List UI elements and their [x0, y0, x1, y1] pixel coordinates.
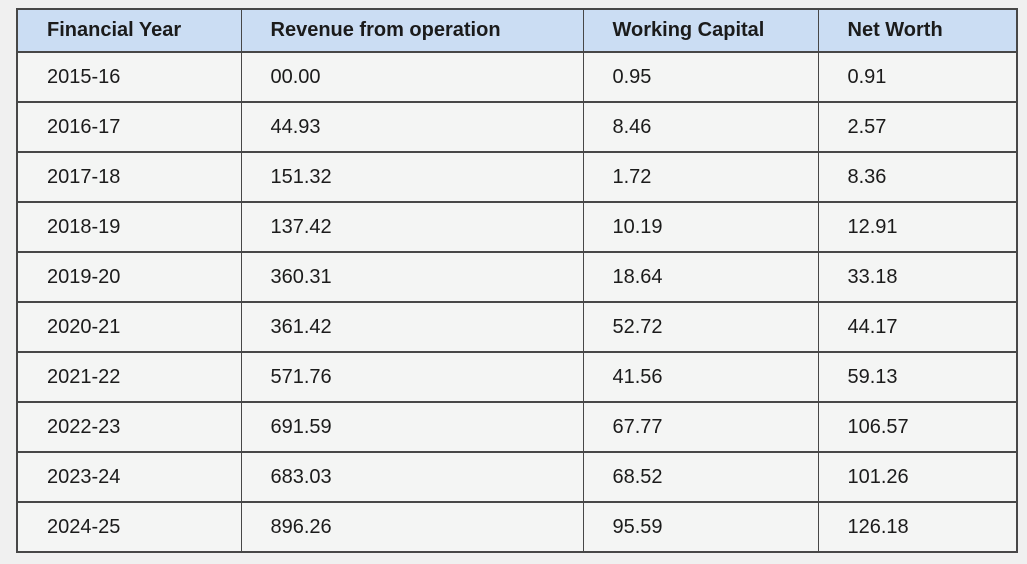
cell-year: 2017-18: [16, 151, 242, 203]
cell-year: 2021-22: [16, 351, 242, 403]
column-header-net-worth: Net Worth: [817, 8, 1018, 53]
cell-revenue-from-operation: 360.31: [240, 251, 584, 303]
cell-net-worth: 106.57: [817, 401, 1018, 453]
cell-net-worth: 12.91: [817, 201, 1018, 253]
cell-working-capital: 1.72: [582, 151, 819, 203]
cell-year: 2024-25: [16, 501, 242, 553]
cell-revenue-from-operation: 691.59: [240, 401, 584, 453]
cell-revenue-from-operation: 683.03: [240, 451, 584, 503]
cell-working-capital: 0.95: [582, 51, 819, 103]
table-header-row: Financial Year Revenue from operation Work…: [16, 8, 1018, 53]
cell-working-capital: 68.52: [582, 451, 819, 503]
cell-working-capital: 18.64: [582, 251, 819, 303]
cell-net-worth: 101.26: [817, 451, 1018, 503]
cell-year: 2020-21: [16, 301, 242, 353]
cell-year: 2023-24: [16, 451, 242, 503]
cell-working-capital: 52.72: [582, 301, 819, 353]
table-row: 2023-24 683.03 68.52 101.26: [16, 451, 1018, 503]
cell-year: 2016-17: [16, 101, 242, 153]
column-header-working-capital: Working Capital: [582, 8, 819, 53]
cell-year: 2019-20: [16, 251, 242, 303]
cell-net-worth: 0.91: [817, 51, 1018, 103]
cell-working-capital: 41.56: [582, 351, 819, 403]
cell-working-capital: 67.77: [582, 401, 819, 453]
table-row: 2015-16 00.00 0.95 0.91: [16, 51, 1018, 103]
cell-revenue-from-operation: 00.00: [240, 51, 584, 103]
cell-net-worth: 8.36: [817, 151, 1018, 203]
cell-revenue-from-operation: 44.93: [240, 101, 584, 153]
cell-net-worth: 59.13: [817, 351, 1018, 403]
cell-net-worth: 2.57: [817, 101, 1018, 153]
table-row: 2018-19 137.42 10.19 12.91: [16, 201, 1018, 253]
cell-working-capital: 95.59: [582, 501, 819, 553]
column-header-revenue-from-operation: Revenue from operation: [240, 8, 584, 53]
table-row: 2022-23 691.59 67.77 106.57: [16, 401, 1018, 453]
cell-revenue-from-operation: 896.26: [240, 501, 584, 553]
cell-year: 2018-19: [16, 201, 242, 253]
cell-net-worth: 33.18: [817, 251, 1018, 303]
table-row: 2017-18 151.32 1.72 8.36: [16, 151, 1018, 203]
cell-revenue-from-operation: 151.32: [240, 151, 584, 203]
table-row: 2020-21 361.42 52.72 44.17: [16, 301, 1018, 353]
financial-table: Financial Year Revenue from operation Work…: [16, 8, 1018, 553]
table-row: 2021-22 571.76 41.56 59.13: [16, 351, 1018, 403]
table-row: 2024-25 896.26 95.59 126.18: [16, 501, 1018, 553]
table-row: 2019-20 360.31 18.64 33.18: [16, 251, 1018, 303]
cell-working-capital: 8.46: [582, 101, 819, 153]
financial-table-container: Financial Year Revenue from operation Work…: [16, 8, 1018, 553]
cell-net-worth: 44.17: [817, 301, 1018, 353]
column-header-financial-year: Financial Year: [16, 8, 242, 53]
cell-working-capital: 10.19: [582, 201, 819, 253]
cell-revenue-from-operation: 361.42: [240, 301, 584, 353]
cell-year: 2022-23: [16, 401, 242, 453]
cell-revenue-from-operation: 571.76: [240, 351, 584, 403]
cell-revenue-from-operation: 137.42: [240, 201, 584, 253]
cell-net-worth: 126.18: [817, 501, 1018, 553]
table-row: 2016-17 44.93 8.46 2.57: [16, 101, 1018, 153]
cell-year: 2015-16: [16, 51, 242, 103]
